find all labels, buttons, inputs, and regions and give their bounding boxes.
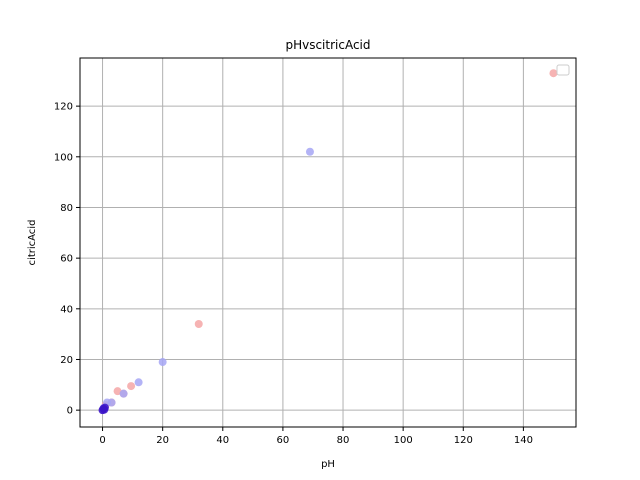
scatter-point xyxy=(127,382,136,391)
y-tick-label: 80 xyxy=(60,203,73,214)
chart-title: pHvscitricAcid xyxy=(285,38,370,52)
legend-box xyxy=(556,64,570,76)
y-tick-label: 100 xyxy=(54,152,73,163)
plot-area xyxy=(80,58,576,427)
x-tick-label: 80 xyxy=(337,435,350,446)
x-tick-label: 120 xyxy=(454,435,473,446)
x-axis-ticks: 0 20 40 60 80 100 120 140 xyxy=(99,427,533,446)
data-points xyxy=(98,69,558,415)
x-axis-label: pH xyxy=(321,459,335,470)
scatter-point xyxy=(134,378,143,387)
scatter-point xyxy=(194,320,203,329)
y-tick-label: 60 xyxy=(60,254,73,265)
x-tick-label: 60 xyxy=(277,435,290,446)
scatter-point xyxy=(158,358,167,367)
x-tick-label: 40 xyxy=(216,435,229,446)
scatter-point xyxy=(113,387,122,396)
y-tick-label: 120 xyxy=(54,102,73,113)
x-tick-label: 140 xyxy=(514,435,533,446)
scatter-point xyxy=(100,405,109,414)
grid xyxy=(80,58,576,427)
y-tick-label: 40 xyxy=(60,304,73,315)
x-tick-label: 100 xyxy=(394,435,413,446)
y-axis-ticks: 0 20 40 60 80 100 120 xyxy=(54,102,80,417)
scatter-point xyxy=(549,69,558,78)
scatter-point xyxy=(305,147,314,156)
axes-frame xyxy=(79,57,577,428)
x-tick-label: 20 xyxy=(156,435,169,446)
scatter-point xyxy=(119,389,128,398)
x-tick-label: 0 xyxy=(99,435,105,446)
y-axis-label: citricAcid xyxy=(27,220,38,266)
y-tick-label: 0 xyxy=(67,406,73,417)
y-tick-label: 20 xyxy=(60,355,73,366)
